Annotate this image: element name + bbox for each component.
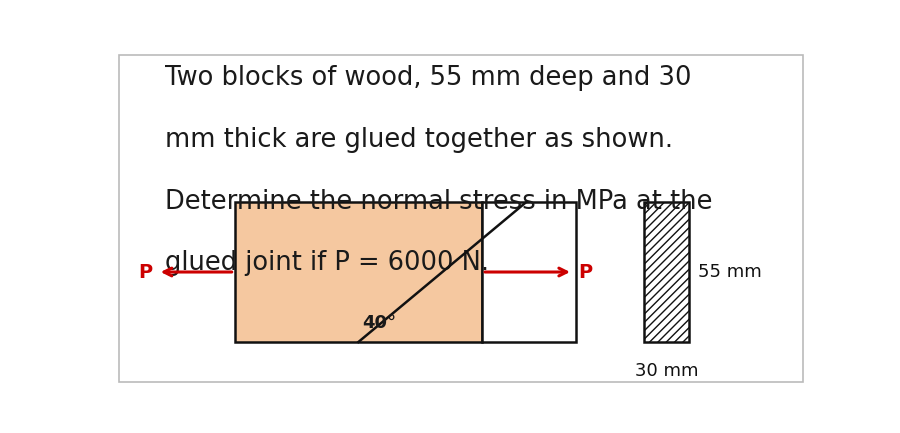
- Text: mm thick are glued together as shown.: mm thick are glued together as shown.: [165, 127, 673, 153]
- Bar: [235, 202, 482, 342]
- Text: P: P: [138, 262, 152, 281]
- Bar: [644, 202, 689, 342]
- Text: glued joint if P = 6000 N.: glued joint if P = 6000 N.: [165, 250, 489, 276]
- Text: Determine the normal stress in MPa at the: Determine the normal stress in MPa at th…: [165, 189, 712, 215]
- Text: 40°: 40°: [362, 314, 396, 332]
- Text: 30 mm: 30 mm: [634, 362, 698, 380]
- Text: P: P: [579, 262, 592, 281]
- Text: Two blocks of wood, 55 mm deep and 30: Two blocks of wood, 55 mm deep and 30: [165, 65, 691, 91]
- Bar: [482, 202, 576, 342]
- Text: 55 mm: 55 mm: [698, 263, 761, 281]
